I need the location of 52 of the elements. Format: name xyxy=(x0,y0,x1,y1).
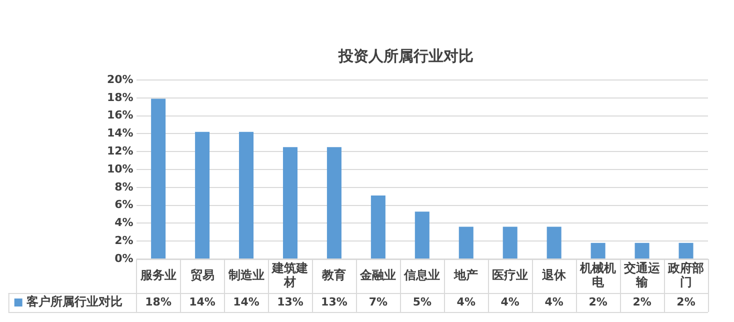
y-tick-label: 0% xyxy=(114,252,134,265)
bar xyxy=(326,147,342,258)
data-label: 13% xyxy=(277,295,304,308)
bar xyxy=(151,98,166,258)
data-label: 18% xyxy=(145,295,172,308)
x-tick-label: 地产 xyxy=(453,268,478,282)
bar xyxy=(678,242,694,258)
data-label: 4% xyxy=(544,295,564,308)
data-label: 7% xyxy=(368,295,388,308)
data-label: 14% xyxy=(189,295,216,308)
bar xyxy=(370,195,386,258)
legend-label: 客户所属行业对比 xyxy=(25,294,122,309)
x-tick-label: 贸易 xyxy=(190,268,214,282)
x-tick-label: 政府部门 xyxy=(667,261,704,290)
x-tick-label: 退休 xyxy=(541,268,568,282)
y-tick-label: 18% xyxy=(106,90,134,104)
bar xyxy=(282,147,298,258)
bar xyxy=(634,242,650,258)
chart-title: 投资人所属行业对比 xyxy=(338,46,474,65)
data-label: 4% xyxy=(500,295,520,308)
y-tick-label: 12% xyxy=(106,144,134,158)
x-tick-label: 金融业 xyxy=(359,268,396,282)
x-tick-label: 机械机电 xyxy=(579,261,616,290)
y-tick-label: 16% xyxy=(106,108,134,122)
x-tick-label: 信息业 xyxy=(403,268,440,282)
y-tick-label: 20% xyxy=(106,72,134,86)
data-label: 2% xyxy=(676,295,696,308)
x-tick-label: 制造业 xyxy=(227,268,264,282)
bar xyxy=(502,226,518,258)
y-tick-label: 2% xyxy=(114,234,134,247)
data-label: 4% xyxy=(456,295,476,308)
y-tick-label: 6% xyxy=(114,198,134,212)
x-tick-label: 交通运输 xyxy=(623,261,662,290)
y-tick-label: 10% xyxy=(106,162,134,176)
bar xyxy=(546,226,562,258)
data-label: 13% xyxy=(321,295,348,308)
data-label: 14% xyxy=(233,295,260,308)
data-label: 2% xyxy=(632,295,652,308)
y-tick-label: 4% xyxy=(114,216,134,230)
data-label: 2% xyxy=(588,295,608,308)
y-tick-label: 14% xyxy=(106,126,134,140)
x-tick-label: 建筑建材 xyxy=(271,261,308,290)
bar xyxy=(239,132,254,258)
x-tick-label: 服务业 xyxy=(139,268,176,282)
bar xyxy=(590,242,606,258)
x-tick-label: 医疗业 xyxy=(492,268,528,282)
y-tick-label: 8% xyxy=(114,180,134,194)
data-label: 5% xyxy=(412,295,432,308)
bar xyxy=(458,226,474,258)
x-tick-label: 教育 xyxy=(321,268,346,282)
bar xyxy=(414,212,430,258)
bar xyxy=(195,132,210,258)
